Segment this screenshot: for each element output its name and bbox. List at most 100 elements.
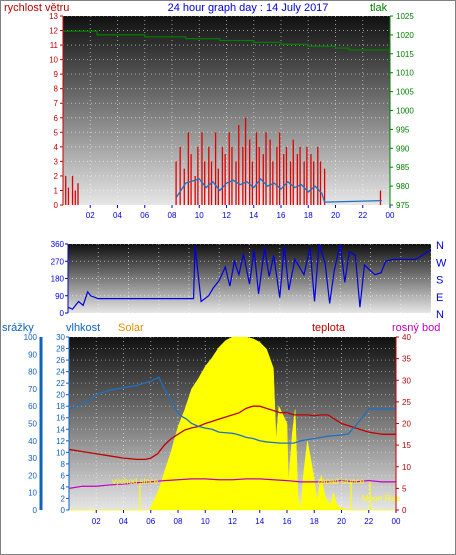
pressure-tick-label: 1005 [396,88,414,97]
degree-tick-label: 270 [51,257,65,266]
time-tick-label: 12 [228,517,237,526]
humidity-tick-label: 12 [56,437,65,446]
time-tick-label: 00 [386,211,395,220]
wind-tick-label: 4 [54,143,59,152]
pressure-tick-label: 1000 [396,107,414,116]
dew-point-series [68,478,396,489]
pressure-tick-label: 1015 [396,50,414,59]
time-tick-label: 02 [86,211,95,220]
time-tick-label: 16 [277,211,286,220]
rain-tick-label: 20 [28,471,37,480]
wind-tick-label: 2 [54,172,59,181]
rain-tick-label: 30 [28,454,37,463]
event-markers [139,482,371,510]
temperature-series [68,405,396,461]
pressure-tick-label: 995 [396,125,410,134]
pressure-series [63,30,390,51]
pressure-tick-label: 975 [396,201,410,210]
average-wind-line [175,177,382,203]
pressure-line [63,30,390,51]
temperature-tick-label: 35 [402,355,411,364]
time-tick-label: 14 [255,517,264,526]
compass-label: N [436,309,444,321]
sunset-label: západ slunce [317,477,365,486]
temperature-tick-label: 25 [402,398,411,407]
wind-tick-label: 3 [54,157,59,166]
humidity-tick-label: 22 [56,379,65,388]
humidity-tick-label: 16 [56,414,65,423]
wind-tick-label: 1 [54,186,59,195]
wind-tick-label: 13 [49,12,58,21]
pressure-axis-title: tlak [370,2,388,14]
rain-axis: 0 10 20 30 40 50 60 70 80 90 100 [24,333,43,515]
pressure-tick-label: 1010 [396,69,414,78]
climate-panel: východ slnce Moon Set západ slunce Moon … [24,333,412,526]
temperature-tick-label: 15 [402,441,411,450]
wind-tick-label: 0 [54,201,59,210]
time-tick-label: 08 [174,517,183,526]
temperature-tick-label: 40 [402,333,411,342]
rain-tick-label: 50 [28,420,37,429]
humidity-tick-label: 10 [56,448,65,457]
dew-point-line [68,478,396,489]
rain-tick-label: 10 [28,489,37,498]
time-tick-label: 20 [337,517,346,526]
temperature-axis: 0 5 10 15 20 25 30 35 40 [395,333,411,515]
wind-tick-label: 9 [54,70,59,79]
temperature-tick-label: 30 [402,376,411,385]
time-tick-label: 02 [92,517,101,526]
rain-axis-title: srážky [2,322,34,334]
time-tick-label: 18 [310,517,319,526]
degree-tick-label: 90 [55,292,64,301]
humidity-tick-label: 14 [56,425,65,434]
rain-tick-label: 90 [28,350,37,359]
humidity-tick-label: 30 [56,333,65,342]
compass-label: W [436,257,447,269]
time-tick-label: 00 [392,517,401,526]
time-tick-label: 20 [331,211,340,220]
temperature-axis-title: teplota [312,322,346,334]
wind-speed-series [65,117,382,205]
time-tick-label: 06 [146,517,155,526]
time-tick-label: 22 [358,211,367,220]
rain-tick-label: 60 [28,402,37,411]
pressure-tick-label: 990 [396,144,410,153]
solar-area [69,336,396,511]
time-tick-label: 04 [119,517,128,526]
pressure-tick-label: 1025 [396,12,414,21]
temperature-tick-label: 5 [402,484,407,493]
temperature-tick-label: 10 [402,463,411,472]
rain-tick-label: 0 [33,506,38,515]
time-tick-label: 18 [304,211,313,220]
pressure-tick-label: 1020 [396,31,414,40]
humidity-tick-label: 20 [56,391,65,400]
humidity-tick-label: 6 [61,471,66,480]
compass-label: S [436,275,443,287]
humidity-tick-label: 0 [61,506,66,515]
time-tick-label: 06 [140,211,149,220]
time-tick-label: 10 [201,517,210,526]
humidity-tick-label: 28 [56,345,65,354]
rain-tick-label: 70 [28,385,37,394]
humidity-axis-title: vlhkost [66,322,100,334]
wind-average-series [175,177,382,203]
time-tick-label: 12 [222,211,231,220]
degree-tick-label: 360 [51,240,65,249]
wind-time-axis: 02 04 06 08 10 12 14 16 18 20 22 00 [86,205,395,220]
time-tick-label: 08 [168,211,177,220]
temperature-tick-label: 0 [402,506,407,515]
moonrise-label: Moon Rise [362,494,401,503]
humidity-line [68,376,396,444]
time-tick-label: 04 [113,211,122,220]
wind-tick-label: 7 [54,99,59,108]
wind-tick-label: 5 [54,128,59,137]
temperature-tick-label: 20 [402,420,411,429]
pressure-tick-label: 980 [396,182,410,191]
time-tick-label: 22 [364,517,373,526]
wind-direction-series [67,243,432,310]
wind-tick-label: 12 [49,27,58,36]
wind-direction-line [67,243,432,310]
